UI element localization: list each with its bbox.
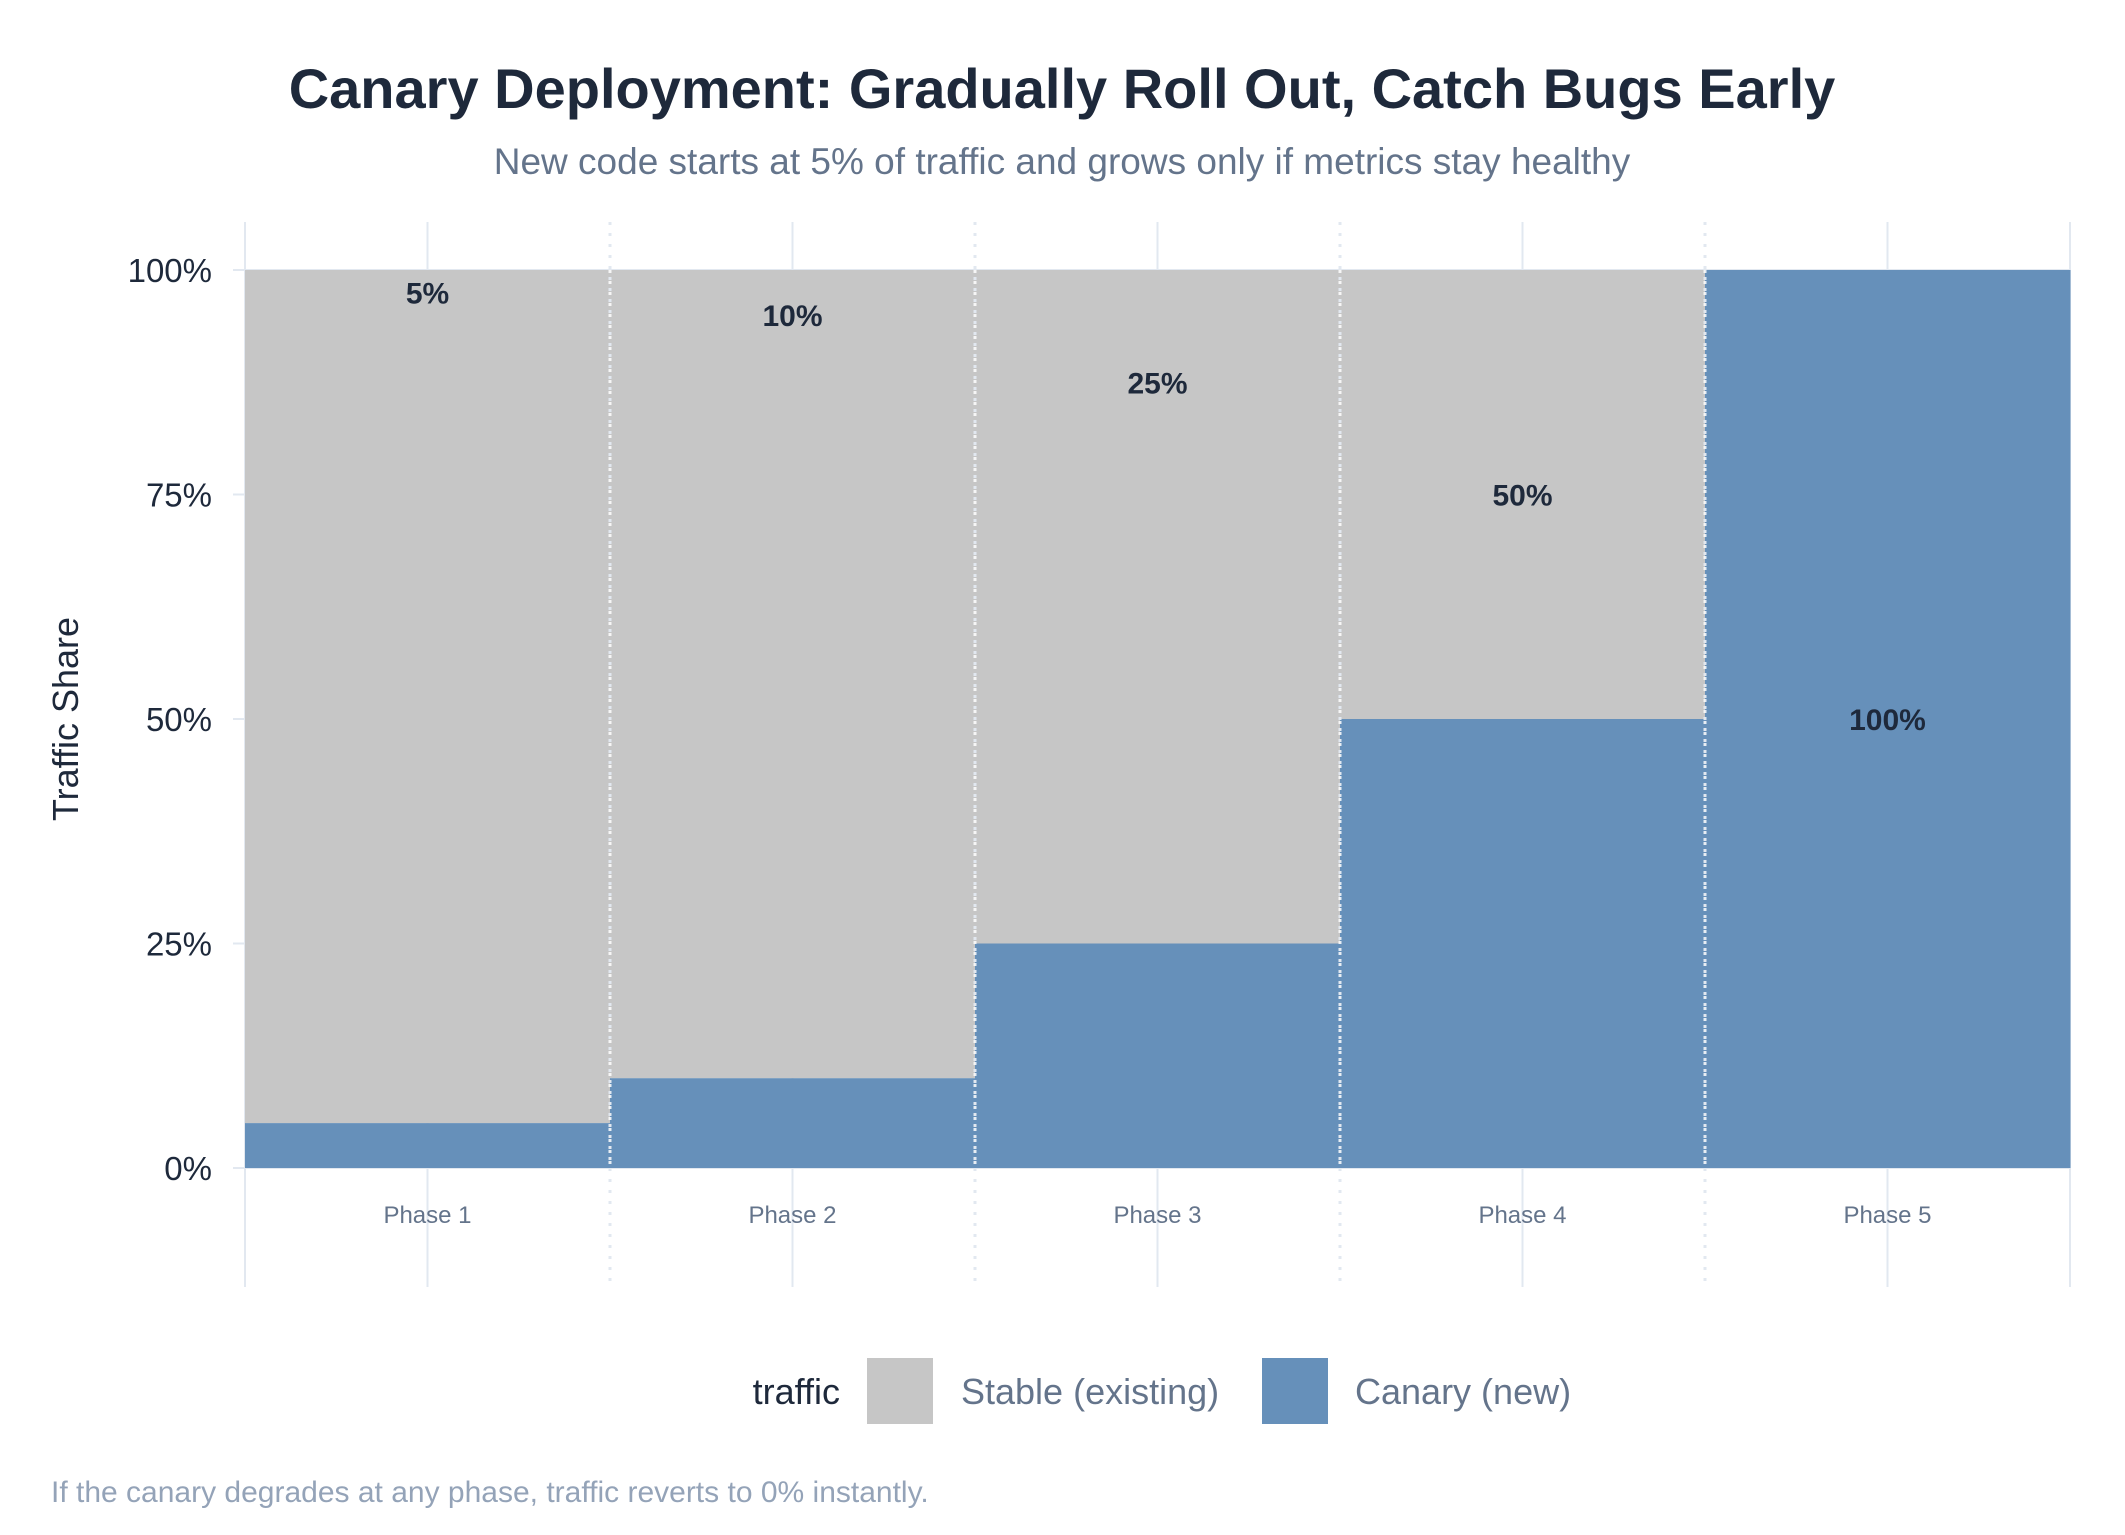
legend-swatch-stable xyxy=(867,1358,933,1424)
y-axis-ticks: 0% 25% 50% 75% 100% xyxy=(128,252,212,1187)
data-label: 100% xyxy=(1849,704,1926,737)
chart-subtitle: New code starts at 5% of traffic and gro… xyxy=(494,141,1631,182)
canary-area xyxy=(1340,719,1706,1168)
canary-area xyxy=(975,943,1341,1168)
x-tick-label: Phase 1 xyxy=(383,1202,471,1229)
canary-area xyxy=(610,1078,976,1168)
canary-area xyxy=(1705,270,2071,1168)
data-label: 10% xyxy=(762,300,822,333)
stable-area xyxy=(610,270,976,1079)
x-tick-label: Phase 2 xyxy=(748,1202,836,1229)
chart-title: Canary Deployment: Gradually Roll Out, C… xyxy=(289,57,1836,120)
stable-area xyxy=(245,270,611,1124)
phase-separators xyxy=(608,222,1707,1287)
x-tick-label: Phase 5 xyxy=(1843,1202,1931,1229)
y-axis-label: Traffic Share xyxy=(45,617,86,821)
chart-caption: If the canary degrades at any phase, tra… xyxy=(51,1476,929,1509)
canary-area xyxy=(245,1123,611,1168)
stable-area xyxy=(975,270,1341,944)
x-tick-label: Phase 4 xyxy=(1478,1202,1566,1229)
y-tick-label: 0% xyxy=(164,1150,212,1187)
legend-swatch-canary xyxy=(1262,1358,1328,1424)
plot-areas xyxy=(245,270,2071,1168)
data-labels: 5% 10% 25% 50% 100% xyxy=(406,277,1926,737)
x-tick-label: Phase 3 xyxy=(1113,1202,1201,1229)
data-label: 25% xyxy=(1127,367,1187,400)
legend-label-canary: Canary (new) xyxy=(1355,1371,1571,1412)
y-tick-label: 75% xyxy=(146,477,212,514)
data-label: 50% xyxy=(1492,480,1552,513)
y-tick-label: 100% xyxy=(128,252,212,289)
legend-label-stable: Stable (existing) xyxy=(961,1371,1219,1412)
legend-title: traffic xyxy=(753,1371,840,1412)
y-tick-label: 25% xyxy=(146,926,212,963)
stable-area xyxy=(1340,270,1706,719)
data-label: 5% xyxy=(406,277,449,310)
x-axis-ticks: Phase 1 Phase 2 Phase 3 Phase 4 Phase 5 xyxy=(383,1202,1931,1229)
y-tick-label: 50% xyxy=(146,701,212,738)
legend: traffic Stable (existing) Canary (new) xyxy=(753,1358,1571,1424)
